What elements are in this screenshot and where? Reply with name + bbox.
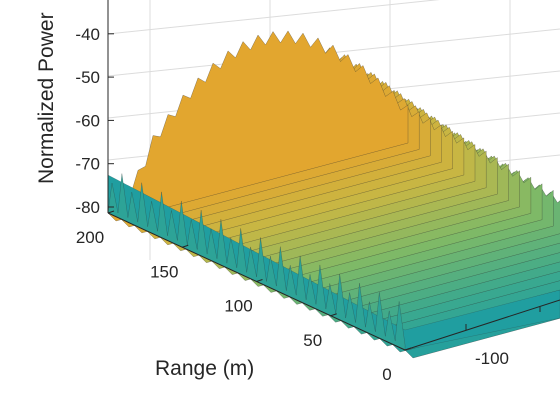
range-axis: 200 150 100 50 0 Range (m) xyxy=(76,210,412,384)
surface-plot xyxy=(107,30,560,359)
z-tick-label: -80 xyxy=(75,198,100,217)
z-tick-label: -60 xyxy=(75,111,100,130)
range-tick xyxy=(330,313,337,317)
range-tick xyxy=(182,244,189,248)
z-axis-label: Normalized Power xyxy=(35,12,58,184)
range-tick xyxy=(107,210,115,214)
angle-tick-label: -100 xyxy=(475,349,509,368)
range-tick-label: 200 xyxy=(76,228,104,247)
angle-axis-line xyxy=(404,299,560,351)
range-tick-label: 0 xyxy=(382,365,391,384)
surface-ridge xyxy=(107,30,409,222)
grid-line xyxy=(107,0,440,35)
range-tick-label: 150 xyxy=(150,262,178,281)
z-tick-label: -30 xyxy=(75,0,100,1)
range-tick xyxy=(256,279,263,282)
z-axis: -30 -40 -50 -60 -70 -80 Normalized Power xyxy=(35,0,114,217)
z-tick-label: -70 xyxy=(75,155,100,174)
range-tick-label: 100 xyxy=(224,297,252,316)
angle-axis: -100-5 xyxy=(404,299,560,368)
range-tick-label: 50 xyxy=(303,331,322,350)
z-tick-label: -50 xyxy=(75,68,100,87)
surface-front-edge xyxy=(107,173,406,351)
z-tick-label: -40 xyxy=(75,25,100,44)
range-axis-label: Range (m) xyxy=(155,357,254,380)
